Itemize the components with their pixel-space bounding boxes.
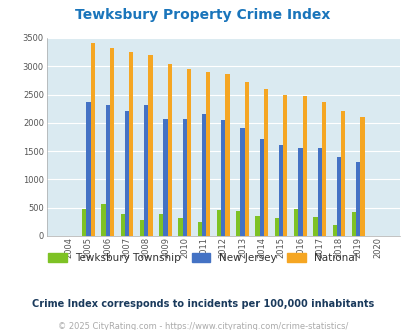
Bar (197, 222, 201, 236)
Bar (90, 43, 94, 236)
Bar (129, 52, 133, 236)
Bar (167, 64, 171, 236)
Bar (360, 116, 364, 236)
Bar (302, 96, 306, 236)
Bar (240, 128, 244, 236)
Bar (182, 119, 186, 236)
Legend: Tewksbury Township, New Jersey, National: Tewksbury Township, New Jersey, National (44, 249, 361, 267)
Bar (263, 89, 268, 236)
Bar (144, 105, 148, 236)
Bar (82, 209, 86, 236)
Bar (321, 102, 325, 236)
Bar (159, 214, 163, 236)
Text: © 2025 CityRating.com - https://www.cityrating.com/crime-statistics/: © 2025 CityRating.com - https://www.city… (58, 322, 347, 330)
Bar (105, 105, 109, 236)
Text: Crime Index corresponds to incidents per 100,000 inhabitants: Crime Index corresponds to incidents per… (32, 299, 373, 309)
Bar (109, 48, 114, 236)
Bar (313, 217, 317, 236)
Bar (336, 157, 340, 236)
Bar (298, 148, 302, 236)
Bar (236, 211, 240, 236)
Bar (225, 74, 229, 236)
Bar (278, 145, 283, 236)
Bar (163, 119, 167, 236)
Bar (293, 209, 298, 236)
Text: Tewksbury Property Crime Index: Tewksbury Property Crime Index (75, 8, 330, 22)
Bar (317, 148, 321, 236)
Bar (206, 72, 210, 236)
Bar (120, 214, 124, 236)
Bar (101, 204, 105, 236)
Bar (244, 82, 248, 236)
Bar (355, 162, 360, 236)
Bar (274, 218, 278, 236)
Bar (283, 94, 287, 236)
Bar (124, 112, 129, 236)
Bar (221, 120, 225, 236)
Bar (255, 215, 259, 236)
Bar (259, 139, 263, 236)
Bar (332, 225, 336, 236)
Bar (139, 219, 144, 236)
Bar (201, 114, 206, 236)
Bar (186, 69, 191, 236)
Bar (351, 212, 355, 236)
Bar (86, 102, 90, 236)
Bar (178, 218, 182, 236)
Bar (340, 111, 345, 236)
Bar (216, 211, 221, 236)
Bar (148, 55, 152, 236)
